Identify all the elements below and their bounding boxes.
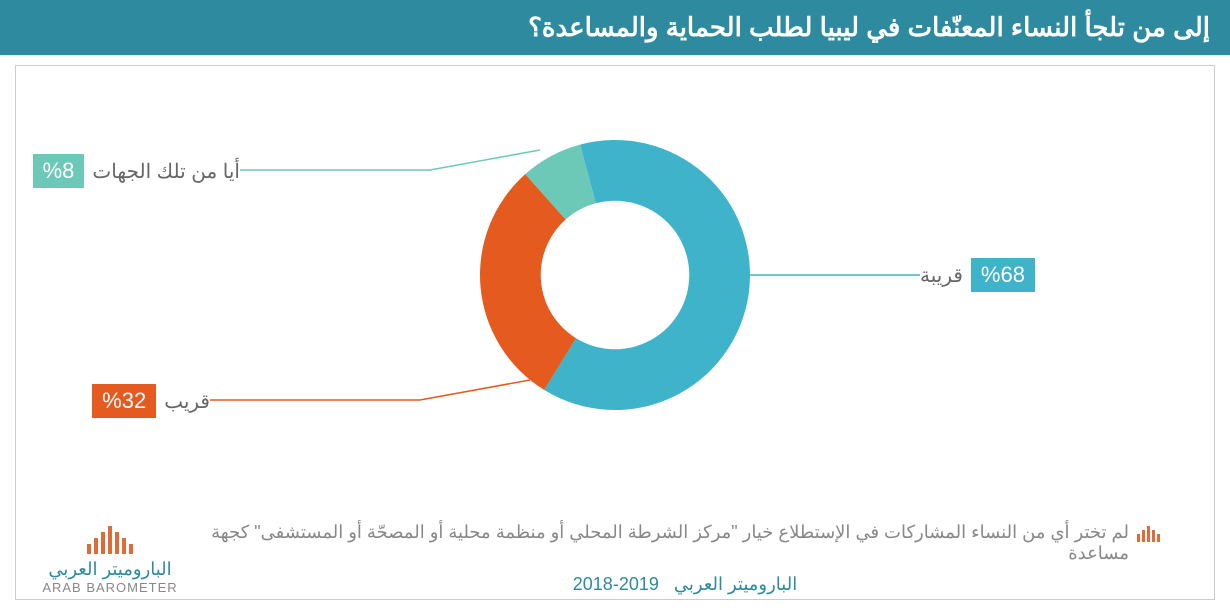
logo-text-en: ARAB BAROMETER: [30, 580, 190, 595]
note-icon: [1137, 526, 1160, 542]
slice-label-2: %32 قريب: [92, 384, 210, 418]
value-badge: %68: [971, 258, 1035, 292]
chart-area: %68 قريبة %32 قريب %8 أيا من تلك الجهات: [0, 90, 1230, 460]
footer: الباروميتر العربي ARAB BAROMETER لم تختر…: [30, 522, 1200, 595]
logo-icon: [87, 526, 133, 554]
note-text: لم تختر أي من النساء المشاركات في الإستط…: [210, 522, 1129, 564]
logo-text-ar: الباروميتر العربي: [30, 559, 190, 580]
brand-logo: الباروميتر العربي ARAB BAROMETER: [30, 526, 190, 595]
slice-label-3: %8 أيا من تلك الجهات: [33, 154, 240, 188]
donut-chart: [465, 125, 765, 425]
slice-text: قريب: [164, 389, 210, 414]
source-line: الباروميتر العربي 2019-2018: [210, 574, 1160, 595]
value-badge: %32: [92, 384, 156, 418]
page-title: إلى من تلجأ النساء المعنّفات في ليبيا لط…: [0, 0, 1230, 55]
footer-text: لم تختر أي من النساء المشاركات في الإستط…: [190, 522, 1200, 595]
slice-text: أيا من تلك الجهات: [92, 159, 240, 184]
slice-label-1: %68 قريبة: [920, 258, 1035, 292]
value-badge: %8: [33, 154, 85, 188]
slice-text: قريبة: [920, 263, 963, 288]
